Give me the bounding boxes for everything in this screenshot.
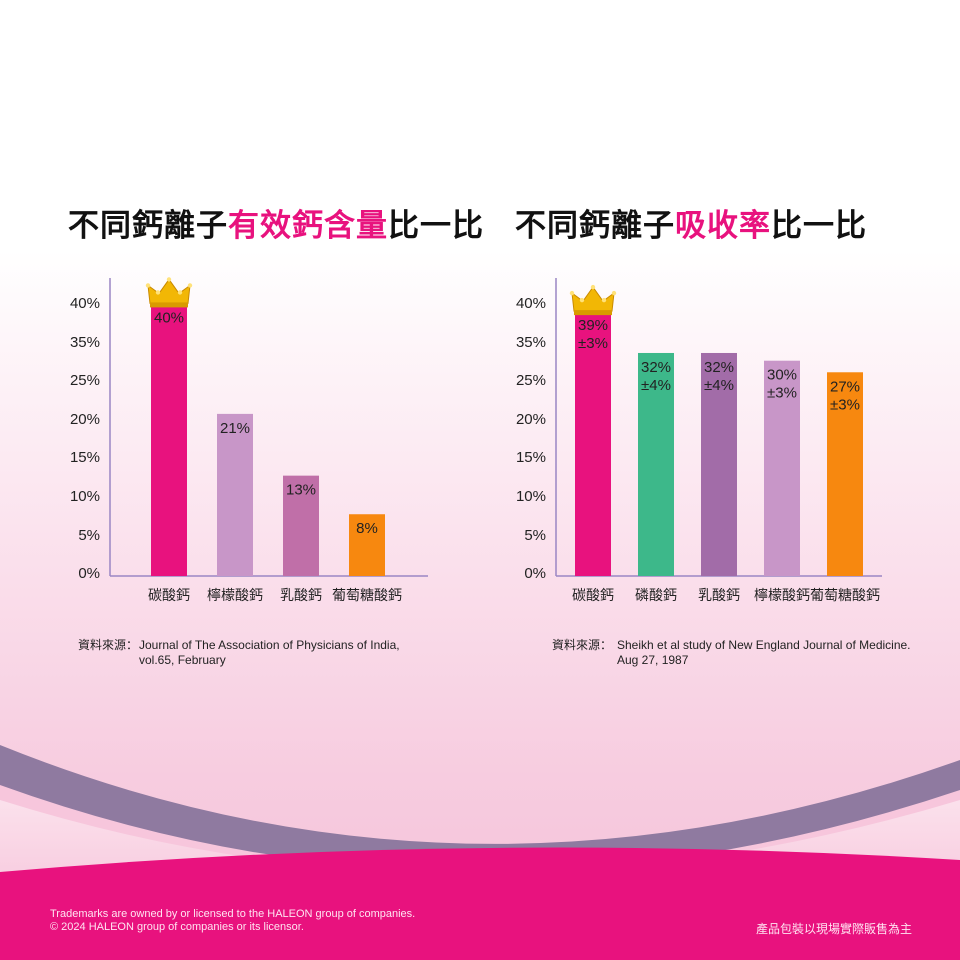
x-tick-label: 葡萄糖酸鈣: [332, 587, 402, 603]
data-label: 8%: [356, 520, 378, 537]
x-tick-label: 葡萄糖酸鈣: [810, 587, 880, 603]
bar: [827, 372, 863, 576]
title-highlight: 有效鈣含量: [228, 208, 388, 243]
x-tick-label: 碳酸鈣: [572, 587, 614, 603]
y-tick-label: 20%: [516, 411, 546, 428]
y-tick-label: 5%: [78, 527, 100, 544]
x-tick-label: 磷酸鈣: [635, 587, 677, 603]
y-tick-label: 10%: [516, 488, 546, 505]
source-text: Journal of The Association of Physicians…: [139, 638, 400, 667]
calcium-content-chart: 0% 5% 10% 15% 20% 25% 35% 40% 40% 碳酸鈣 21% 檸檬酸鈣 13% 乳酸…: [70, 277, 428, 603]
y-tick-label: 40%: [70, 295, 100, 312]
y-tick-label: 35%: [70, 334, 100, 351]
data-label: 21%: [220, 420, 250, 437]
source-label: 資料來源：: [78, 638, 139, 652]
x-tick-label: 碳酸鈣: [148, 587, 190, 603]
error-label: ±3%: [767, 385, 797, 402]
bar: [764, 360, 800, 576]
bar: [151, 303, 187, 576]
source-label: 資料來源：: [552, 638, 613, 652]
error-label: ±3%: [578, 335, 608, 352]
x-tick-label: 乳酸鈣: [280, 587, 322, 603]
y-tick-label: 20%: [70, 411, 100, 428]
data-label: 32%: [641, 359, 671, 376]
data-label: 13%: [286, 482, 316, 499]
data-label: 30%: [767, 367, 797, 384]
data-label: 32%: [704, 359, 734, 376]
crown-icon: [569, 284, 617, 316]
footer-band: [0, 847, 960, 960]
x-tick-label: 檸檬酸鈣: [207, 587, 263, 603]
x-tick-label: 乳酸鈣: [698, 587, 740, 603]
bar: [701, 352, 737, 576]
packaging-note: 產品包裝以現場實際販售為主: [755, 922, 912, 936]
data-label: 39%: [578, 317, 608, 334]
bar: [575, 311, 611, 576]
y-tick-label: 15%: [516, 449, 546, 466]
y-tick-label: 10%: [70, 488, 100, 505]
source-text: Sheikh et al study of New England Journa…: [617, 638, 911, 667]
absorption-rate-chart: 0%5%10%15%20%25%35%40%39%±3%碳酸鈣32%±4%磷酸鈣…: [516, 278, 882, 603]
chart-title-absorption-rate: 不同鈣離子吸收率比一比: [515, 208, 867, 243]
y-tick-label: 15%: [70, 449, 100, 466]
y-tick-label: 0%: [78, 565, 100, 582]
y-tick-label: 35%: [516, 334, 546, 351]
error-label: ±4%: [641, 377, 671, 394]
data-label: 27%: [830, 378, 860, 395]
error-label: ±3%: [830, 396, 860, 413]
chart-title-calcium-content: 不同鈣離子有效鈣含量比一比: [68, 208, 484, 243]
y-tick-label: 40%: [516, 295, 546, 312]
bar: [217, 413, 253, 576]
crown-icon: [145, 277, 193, 308]
bar: [283, 475, 319, 576]
y-tick-label: 0%: [524, 565, 546, 582]
bar: [638, 352, 674, 576]
x-tick-label: 檸檬酸鈣: [754, 587, 810, 603]
error-label: ±4%: [704, 377, 734, 394]
trademark-notice: Trademarks are owned by or licensed to t…: [50, 908, 416, 933]
title-highlight: 吸收率: [675, 208, 771, 243]
data-label: 40%: [154, 309, 184, 326]
y-tick-label: 5%: [524, 527, 546, 544]
y-tick-label: 25%: [516, 372, 546, 389]
bar: [349, 514, 385, 576]
y-tick-label: 25%: [70, 372, 100, 389]
